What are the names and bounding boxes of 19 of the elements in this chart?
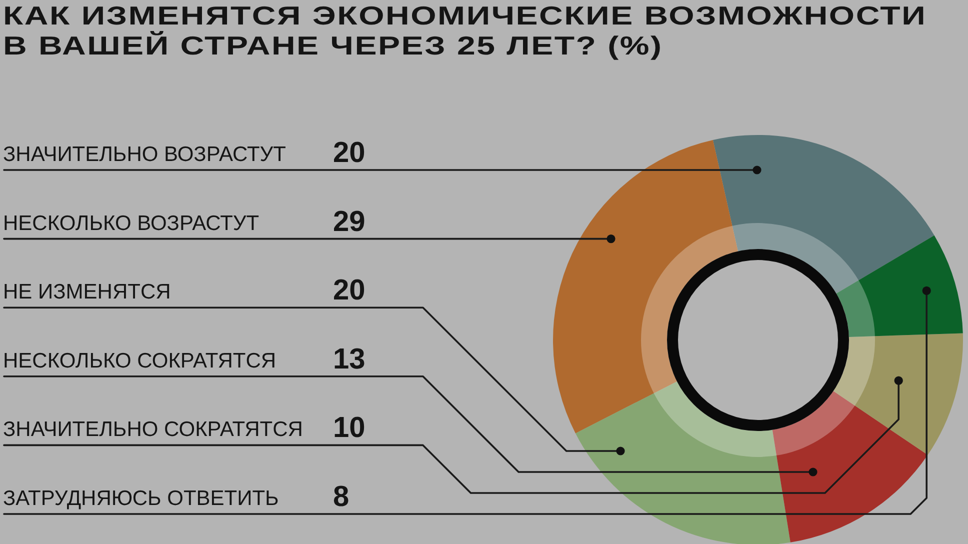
slice-label: НЕСКОЛЬКО ВОЗРАСТУТ [3, 212, 260, 235]
donut-slice [833, 333, 963, 455]
data-label: 10 [332, 412, 366, 444]
donut-slice [553, 140, 738, 434]
donut-slice [772, 391, 928, 542]
donut-slice [712, 135, 934, 294]
slice-label: НЕСКОЛЬКО СОКРАТЯТСЯ [3, 349, 276, 372]
data-label: 8 [332, 481, 350, 513]
slice-label: ЗНАЧИТЕЛЬНО ВОЗРАСТУТ [3, 143, 286, 166]
data-label: 13 [332, 343, 366, 376]
chart-title: КАК ИЗМЕНЯТСЯ ЭКОНОМИЧЕСКИЕ ВОЗМОЖНОСТИ В ВАШЕЙ СТРАНЕ ЧЕРЕЗ 25 ЛЕТ? (%) [3, 2, 927, 61]
data-label: 20 [332, 274, 366, 307]
slice-label: ЗАТРУДНЯЮСЬ ОТВЕТИТЬ [3, 487, 279, 510]
donut-slice [836, 235, 963, 337]
donut-slice [576, 381, 790, 544]
slice-label: ЗНАЧИТЕЛЬНО СОКРАТЯТСЯ [3, 418, 303, 442]
data-label: 20 [332, 137, 366, 169]
slice-label: НЕ ИЗМЕНЯТСЯ [3, 280, 171, 304]
data-label: 29 [332, 206, 366, 238]
